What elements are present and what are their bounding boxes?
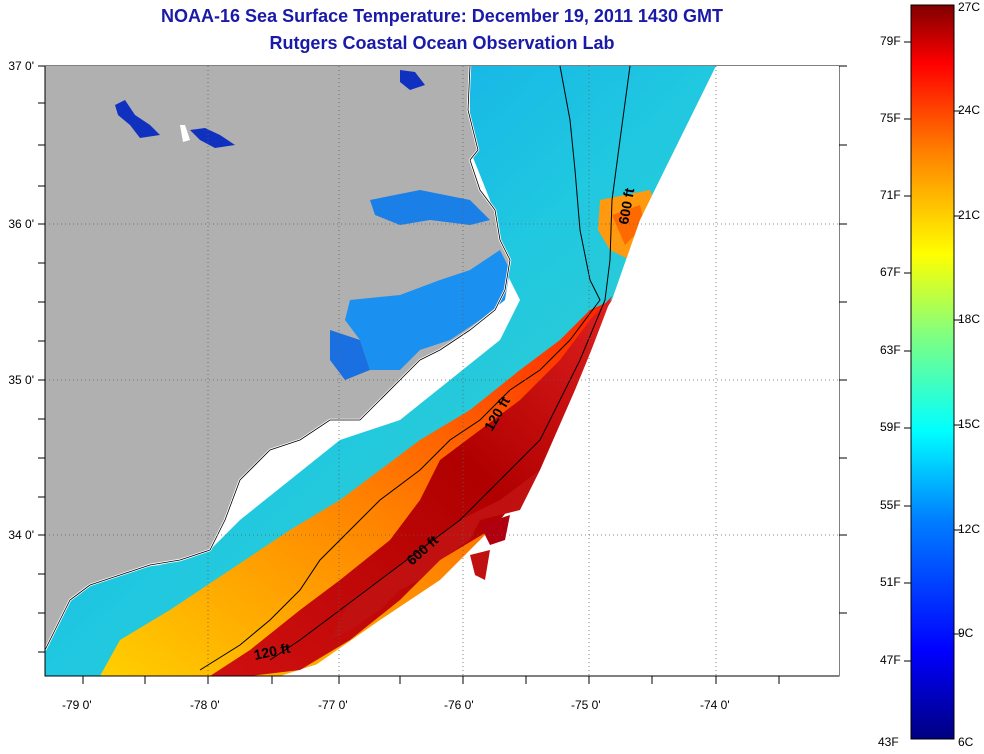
cb-f-43: 43F	[878, 735, 899, 749]
lat-label-34: 34 0'	[8, 528, 34, 542]
lat-label-37: 37 0'	[8, 59, 34, 73]
cb-c-21: 21C	[958, 208, 981, 222]
ocean-swath	[45, 66, 716, 676]
albemarle-sound	[370, 190, 490, 225]
contour-label-600-north: 600 ft	[615, 186, 637, 225]
cb-f-63: 63F	[880, 343, 901, 357]
cb-c-15: 15C	[958, 417, 981, 431]
cb-f-55: 55F	[880, 498, 901, 512]
lake-north	[115, 100, 160, 138]
map-title: NOAA-16 Sea Surface Temperature: Decembe…	[161, 6, 723, 26]
cb-c-9: 9C	[958, 626, 974, 640]
cb-f-75: 75F	[880, 111, 901, 125]
pamlico-sound	[345, 250, 510, 370]
cb-c-24: 24C	[958, 103, 981, 117]
lat-label-36: 36 0'	[8, 217, 34, 231]
cb-f-47: 47F	[880, 653, 901, 667]
no-data-east	[300, 66, 839, 676]
cb-c-27: 27C	[958, 0, 981, 14]
cb-c-18: 18C	[958, 312, 981, 326]
cb-c-6: 6C	[958, 735, 974, 749]
cb-f-71: 71F	[880, 188, 901, 202]
cb-f-59: 59F	[880, 420, 901, 434]
map-subtitle: Rutgers Coastal Ocean Observation Lab	[269, 33, 615, 53]
isobath-120ft	[199, 66, 601, 671]
cb-f-67: 67F	[880, 265, 901, 279]
contour-label-120-south: 120 ft	[252, 640, 291, 663]
transition-zone	[100, 300, 612, 676]
lon-label-77: -77 0'	[318, 698, 348, 712]
colorbar	[910, 4, 955, 740]
lon-label-79: -79 0'	[62, 698, 92, 712]
lon-label-78: -78 0'	[190, 698, 220, 712]
lon-label-74: -74 0'	[700, 698, 730, 712]
cb-c-12: 12C	[958, 522, 981, 536]
isobath-600ft	[269, 66, 631, 661]
lat-label-35: 35 0'	[8, 373, 34, 387]
lon-label-76: -76 0'	[444, 698, 474, 712]
cb-f-79: 79F	[880, 34, 901, 48]
cb-f-51: 51F	[880, 575, 901, 589]
lon-label-75: -75 0'	[571, 698, 601, 712]
